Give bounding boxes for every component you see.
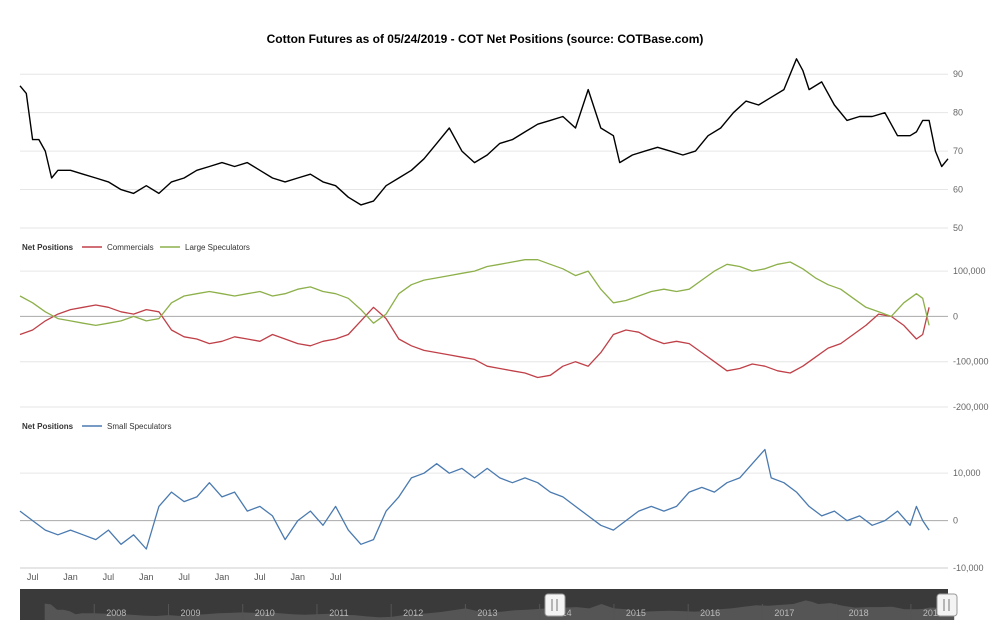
- y-tick-label: 10,000: [953, 468, 981, 478]
- y-tick-label: 70: [953, 146, 963, 156]
- y-tick-label: 0: [953, 516, 958, 526]
- navigator-year-label: 2016: [700, 608, 720, 618]
- navigator-series-area: [44, 600, 955, 620]
- legend-label-large-speculators[interactable]: Large Speculators: [185, 243, 250, 252]
- price-panel: 50 60 70 80 90: [19, 58, 963, 233]
- legend-title: Net Positions: [22, 243, 74, 252]
- navigator-year-label: 2010: [255, 608, 275, 618]
- series-line-price[interactable]: [19, 58, 949, 206]
- y-tick-label: 60: [953, 185, 963, 195]
- series-line-small-speculators[interactable]: [19, 448, 930, 550]
- navigator-year-label: 2013: [477, 608, 497, 618]
- navigator-year-label: 2009: [180, 608, 200, 618]
- x-tick-label: Jul: [254, 572, 266, 582]
- navigator-year-label: 2019: [923, 608, 943, 618]
- navigator-year-label: 2011: [329, 608, 348, 618]
- y-tick-label: 100,000: [953, 266, 986, 276]
- x-tick-label: Jan: [139, 572, 154, 582]
- navigator-year-label: 2017: [774, 608, 794, 618]
- navigator-right-handle[interactable]: [936, 593, 958, 617]
- y-tick-label: 90: [953, 69, 963, 79]
- y-tick-label: 50: [953, 223, 963, 233]
- navigator-year-label: 2012: [403, 608, 423, 618]
- series-line-commercials[interactable]: [19, 304, 930, 379]
- net-positions-panel: -200,000 -100,000 0 100,000: [19, 259, 989, 412]
- net-positions-legend: Net Positions Commercials Large Speculat…: [22, 243, 250, 252]
- y-tick-label: 80: [953, 108, 963, 118]
- small-speculators-legend: Net Positions Small Speculators: [22, 422, 171, 431]
- small-speculators-panel: -10,000 0 10,000: [19, 448, 984, 573]
- navigator-year-label: 2008: [106, 608, 126, 618]
- navigator-year-label: 2018: [849, 608, 869, 618]
- x-tick-label: Jan: [63, 572, 78, 582]
- x-tick-label: Jul: [103, 572, 115, 582]
- chart-title: Cotton Futures as of 05/24/2019 - COT Ne…: [267, 32, 704, 46]
- y-tick-label: 0: [953, 311, 958, 321]
- x-tick-label: Jul: [178, 572, 190, 582]
- legend-label-small-speculators[interactable]: Small Speculators: [107, 422, 171, 431]
- series-line-large-speculators[interactable]: [19, 259, 930, 327]
- legend-title: Net Positions: [22, 422, 74, 431]
- y-tick-label: -10,000: [953, 563, 984, 573]
- x-tick-label: Jan: [291, 572, 306, 582]
- y-tick-label: -100,000: [953, 357, 989, 367]
- navigator-year-label: 2015: [626, 608, 646, 618]
- x-tick-label: Jul: [27, 572, 39, 582]
- y-tick-label: -200,000: [953, 402, 989, 412]
- x-axis: Jul Jan Jul Jan Jul Jan Jul Jan Jul: [20, 567, 948, 582]
- x-tick-label: Jul: [330, 572, 342, 582]
- navigator-left-handle[interactable]: [544, 593, 566, 617]
- legend-label-commercials[interactable]: Commercials: [107, 243, 154, 252]
- range-navigator[interactable]: 2008200920102011201220132014201520162017…: [20, 589, 958, 620]
- x-tick-label: Jan: [215, 572, 230, 582]
